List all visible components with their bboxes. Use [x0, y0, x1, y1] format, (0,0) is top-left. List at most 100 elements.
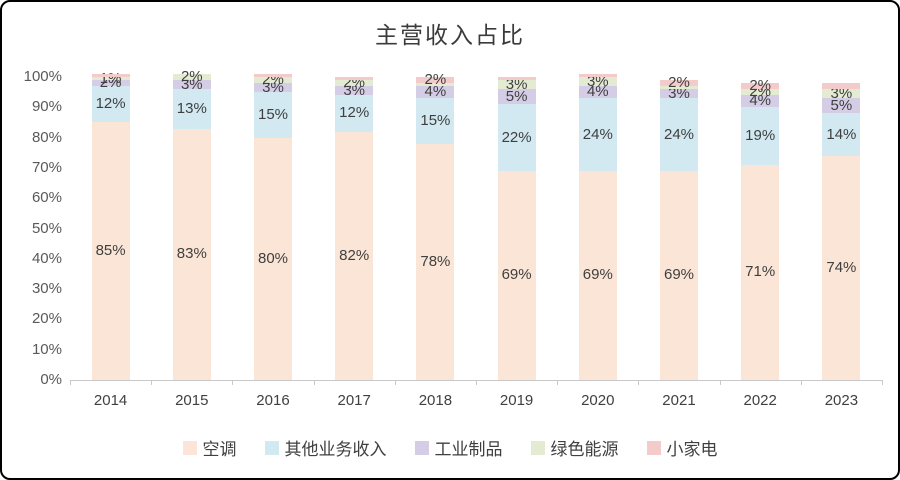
bar-segment-工业制品: [172, 80, 211, 90]
bar-segment-工业制品: [741, 95, 780, 108]
bar-segment-绿色能源: [822, 89, 861, 99]
y-axis-tick-label: 70%: [31, 158, 62, 176]
x-axis-category-label: 2020: [581, 392, 615, 409]
y-axis-tick-label: 40%: [31, 249, 62, 267]
bar-2023: 74% 14% 5% 3%: [822, 83, 861, 380]
bar-segment-工业制品: [497, 89, 536, 105]
legend-label: 其他业务收入: [284, 440, 387, 459]
bar-segment-其他业务收入: [254, 92, 292, 138]
x-axis-category-label: 2017: [337, 392, 371, 409]
bar-segment-其他业务收入: [335, 95, 374, 132]
legend-label: 小家电: [666, 440, 718, 459]
legend-item-其他业务收入: 其他业务收入: [264, 435, 387, 460]
bar-segment-空调: [741, 164, 780, 380]
bar-segment-工业制品: [578, 86, 617, 99]
bar-2021: 69% 24% 3% 2%: [660, 75, 698, 380]
bar-segment-小家电: [741, 83, 780, 90]
bar-segment-小家电: [254, 73, 292, 77]
x-axis-category-label: 2021: [662, 392, 696, 409]
y-axis-tick-label: 90%: [31, 98, 62, 116]
x-axis-category-label: 2015: [175, 392, 209, 409]
bar-2022: 71% 19% 4% 2% 2%: [741, 78, 780, 380]
legend-swatch-icon: [646, 440, 661, 455]
bar-segment-工业制品: [822, 98, 861, 114]
bar-segment-小家电: [416, 77, 455, 84]
x-axis-category-label: 2018: [418, 392, 453, 409]
bar-segment-空调: [578, 170, 617, 380]
bar-2014: 85% 12% 2% 1%: [91, 70, 130, 380]
bar-2017: 82% 12% 3% 2%: [335, 75, 374, 380]
legend-swatch-icon: [414, 440, 429, 455]
bar-2018: 78% 15% 4% 2%: [416, 72, 455, 380]
bar-segment-工业制品: [416, 86, 455, 99]
bar-segment-其他业务收入: [172, 89, 211, 129]
bar-segment-其他业务收入: [416, 98, 455, 144]
bar-segment-绿色能源: [497, 80, 536, 90]
bar-segment-其他业务收入: [741, 107, 780, 165]
bar-segment-空调: [416, 143, 455, 380]
bar-segment-小家电: [822, 83, 861, 90]
x-axis-tick: [882, 380, 883, 385]
bar-segment-工业制品: [335, 86, 374, 96]
legend-item-绿色能源: 绿色能源: [530, 435, 619, 460]
bar-segment-绿色能源: [91, 77, 130, 81]
legend: 空调 其他业务收入 工业制品 绿色能源 小家电: [2, 435, 898, 460]
legend-item-工业制品: 工业制品: [414, 435, 503, 460]
x-axis-tick: [800, 380, 802, 385]
legend-label: 绿色能源: [550, 440, 619, 459]
bar-segment-其他业务收入: [91, 86, 130, 123]
bar-segment-空调: [172, 128, 211, 380]
bar-segment-空调: [254, 137, 292, 380]
y-axis-tick-label: 20%: [31, 310, 62, 328]
bar-2015: 83% 13% 3% 2%: [172, 69, 211, 380]
bar-segment-绿色能源: [254, 77, 292, 84]
bar-segment-小家电: [578, 73, 617, 77]
bar-2019: 69% 22% 5% 3%: [497, 76, 536, 380]
legend-swatch-icon: [264, 440, 279, 455]
bar-segment-工业制品: [91, 80, 130, 87]
bar-segment-其他业务收入: [822, 113, 861, 156]
x-axis-tick: [394, 380, 396, 385]
bar-segment-小家电: [335, 77, 374, 81]
x-axis-tick: [313, 380, 315, 385]
legend-swatch-icon: [530, 440, 545, 455]
bar-segment-空调: [822, 155, 861, 380]
x-axis-tick: [232, 380, 234, 385]
x-axis-tick: [151, 380, 153, 385]
bar-segment-绿色能源: [335, 80, 374, 87]
y-axis-tick-label: 60%: [31, 189, 62, 207]
bar-segment-小家电: [660, 80, 698, 87]
x-axis-tick: [719, 380, 721, 385]
x-axis-tick: [70, 380, 71, 385]
x-axis-tick: [557, 380, 559, 385]
legend-item-小家电: 小家电: [646, 435, 718, 460]
bar-segment-小家电: [91, 73, 130, 77]
bar-segment-空调: [91, 122, 130, 380]
plot-area: 85% 12% 2% 1% 83% 13% 3% 2% 80% 15% 3% 2% 82% 12% 3% 2%…: [70, 69, 882, 380]
x-axis-category-label: 2022: [743, 392, 777, 409]
x-axis-category-label: 2023: [824, 392, 859, 409]
bar-segment-其他业务收入: [660, 98, 698, 171]
legend-label: 工业制品: [434, 440, 503, 459]
legend-swatch-icon: [182, 440, 197, 455]
y-axis-tick-label: 30%: [31, 280, 62, 298]
bar-segment-绿色能源: [741, 89, 780, 96]
bar-segment-绿色能源: [578, 77, 617, 87]
y-axis-tick-label: 10%: [31, 340, 62, 358]
bar-segment-工业制品: [660, 89, 698, 99]
bar-segment-空调: [335, 131, 374, 380]
y-axis-tick-label: 80%: [31, 128, 62, 146]
bar-2020: 69% 24% 4% 3%: [578, 73, 617, 380]
bar-segment-空调: [660, 170, 698, 380]
bar-segment-小家电: [497, 77, 536, 81]
x-axis-category-label: 2019: [499, 392, 534, 409]
bar-segment-绿色能源: [416, 83, 455, 87]
legend-label: 空调: [202, 440, 237, 459]
y-axis-tick-label: 100%: [23, 68, 62, 85]
x-axis-tick: [638, 380, 640, 385]
bar-2016: 80% 15% 3% 2%: [254, 72, 292, 380]
x-axis-category-label: 2016: [256, 392, 290, 409]
y-axis-tick-label: 0%: [40, 371, 62, 388]
y-axis-tick-label: 50%: [31, 219, 62, 237]
